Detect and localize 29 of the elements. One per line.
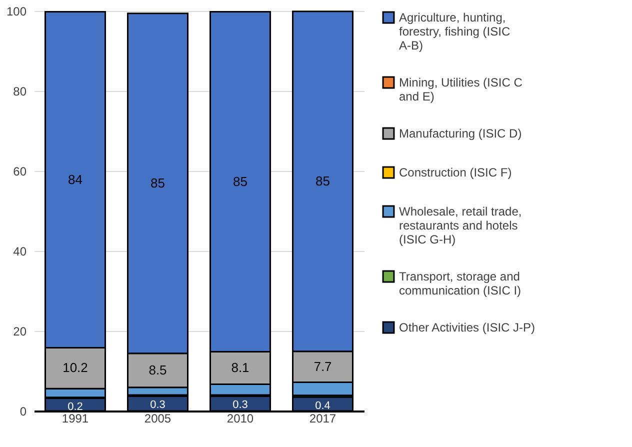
legend-label: Transport, storage and communication (ISIC I) [399,270,522,298]
data-label: 0.3 [150,399,166,412]
legend-label: Agriculture, hunting, forestry, fishing (ISIC A-B) [399,10,510,52]
legend-label: Mining, Utilities (ISIC C and E) [399,76,523,104]
y-tick-label: 100 [6,4,27,18]
data-label: 85 [150,175,165,190]
data-label: 0.3 [232,399,248,412]
data-label: 7.7 [314,358,332,374]
x-tick-label: 2017 [309,412,336,426]
y-tick-label: 40 [13,244,27,258]
data-label: 85 [233,174,248,189]
y-tick-label: 80 [13,84,27,98]
data-label: 10.2 [62,360,88,376]
y-tick-label: 0 [20,404,27,418]
legend-label: Manufacturing (ISIC D) [399,126,522,140]
data-label: 84 [68,172,82,187]
legend-label: Construction (ISIC F) [399,166,512,180]
x-tick-label: 1991 [62,412,89,426]
data-label: 0.4 [315,400,330,412]
legend-label: Other Activities (ISIC J-P) [399,320,536,334]
data-label: 85 [316,173,330,188]
data-label: 0.2 [68,401,83,414]
y-tick-label: 60 [13,164,27,178]
legend-label: Wholesale, retail trade, restaurants and hotels (ISIC G-H) [399,204,522,246]
data-label: 8.5 [148,362,167,378]
x-tick-label: 2010 [226,412,254,426]
data-label: 8.1 [231,360,250,375]
x-tick-label: 2005 [144,412,172,426]
y-tick-label: 20 [13,324,27,338]
